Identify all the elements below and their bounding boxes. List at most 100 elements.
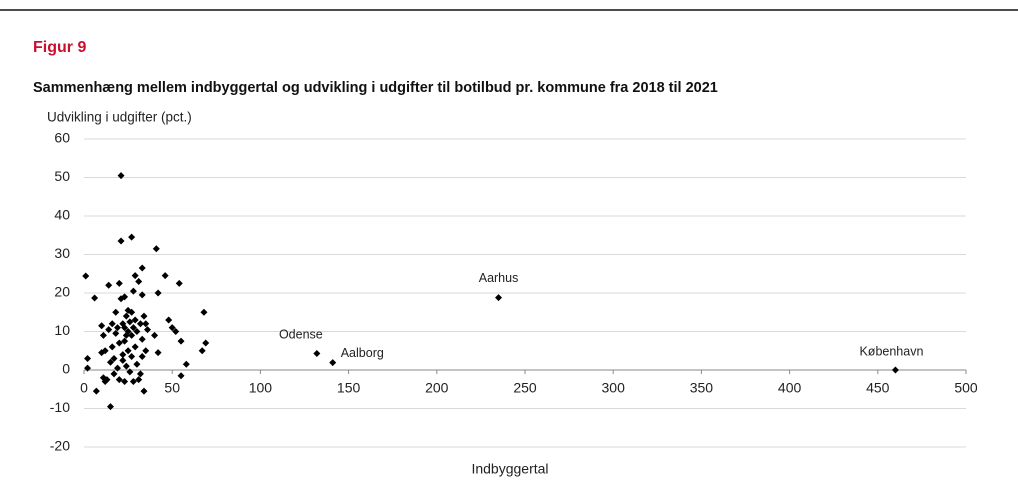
point xyxy=(119,356,127,364)
point xyxy=(168,324,176,332)
x-tick-label: 450 xyxy=(866,380,890,396)
point xyxy=(202,339,210,347)
point-label: Odense xyxy=(279,328,323,342)
point xyxy=(152,245,160,253)
point xyxy=(128,233,136,241)
point xyxy=(115,376,123,384)
point xyxy=(121,378,129,386)
point xyxy=(122,312,130,320)
point xyxy=(313,349,321,357)
x-tick-label: 150 xyxy=(337,380,361,396)
x-tick-label: 350 xyxy=(690,380,714,396)
point xyxy=(108,343,116,351)
point xyxy=(115,339,123,347)
y-tick-label: 20 xyxy=(54,284,70,300)
y-tick-label: 10 xyxy=(54,322,70,338)
x-tick-label: 0 xyxy=(80,380,88,396)
point xyxy=(106,358,114,366)
point xyxy=(144,326,152,334)
point xyxy=(99,331,107,339)
point-label: København xyxy=(859,344,923,358)
point xyxy=(131,316,139,324)
point xyxy=(91,294,99,302)
point xyxy=(172,328,180,335)
point xyxy=(161,272,169,280)
point xyxy=(110,370,118,378)
point xyxy=(151,331,159,339)
point xyxy=(129,287,137,295)
point xyxy=(106,403,114,411)
chart-title: Sammenhæng mellem indbyggertal og udvikl… xyxy=(33,80,718,96)
point xyxy=(133,360,141,368)
point xyxy=(121,293,129,301)
point xyxy=(121,324,129,332)
point xyxy=(98,322,106,330)
point xyxy=(105,281,113,289)
point xyxy=(105,326,113,334)
point xyxy=(200,308,208,316)
point xyxy=(177,337,185,345)
y-tick-label: -20 xyxy=(50,438,70,454)
point xyxy=(114,364,122,372)
y-tick-label: -10 xyxy=(50,399,70,415)
y-tick-label: 0 xyxy=(62,361,70,377)
point xyxy=(101,347,109,355)
point xyxy=(329,359,337,367)
x-tick-label: 100 xyxy=(249,380,273,396)
point xyxy=(136,320,144,328)
point xyxy=(140,387,148,395)
point xyxy=(128,353,136,361)
point xyxy=(142,347,150,355)
point xyxy=(128,308,136,316)
point xyxy=(114,324,122,332)
point xyxy=(165,316,173,324)
point xyxy=(138,264,146,272)
point xyxy=(117,172,125,180)
point xyxy=(175,279,183,287)
point xyxy=(135,376,143,384)
point xyxy=(122,362,130,370)
point xyxy=(126,368,134,376)
point xyxy=(117,237,125,245)
point xyxy=(129,378,137,386)
x-tick-label: 250 xyxy=(513,380,537,396)
point xyxy=(138,353,146,361)
point xyxy=(112,329,120,337)
point xyxy=(108,320,116,328)
point xyxy=(92,387,100,395)
point xyxy=(495,294,503,302)
point xyxy=(154,349,162,357)
x-tick-label: 500 xyxy=(954,380,978,396)
point xyxy=(131,272,139,280)
figure-label: Figur 9 xyxy=(33,39,86,56)
point xyxy=(133,328,141,335)
point xyxy=(124,328,132,335)
point-label: Aarhus xyxy=(479,271,519,285)
point-label: Aalborg xyxy=(341,346,384,360)
x-tick-label: 50 xyxy=(164,380,180,396)
y-tick-label: 30 xyxy=(54,245,70,261)
point xyxy=(138,291,146,299)
point xyxy=(136,370,144,378)
point xyxy=(124,347,132,355)
point xyxy=(103,376,111,384)
point xyxy=(154,289,162,297)
y-tick-label: 40 xyxy=(54,207,70,223)
point xyxy=(135,277,143,285)
point xyxy=(82,272,90,280)
x-tick-label: 200 xyxy=(425,380,449,396)
point xyxy=(119,351,127,359)
point xyxy=(110,354,118,362)
point xyxy=(140,312,148,320)
x-tick-label: 300 xyxy=(602,380,626,396)
x-axis-label: Indbyggertal xyxy=(471,461,548,477)
point xyxy=(129,324,137,332)
point xyxy=(121,337,129,345)
y-tick-label: 60 xyxy=(54,130,70,146)
y-axis-label: Udvikling i udgifter (pct.) xyxy=(47,110,192,125)
point xyxy=(142,320,150,328)
point xyxy=(131,343,139,351)
point xyxy=(84,354,92,362)
point xyxy=(115,279,123,287)
